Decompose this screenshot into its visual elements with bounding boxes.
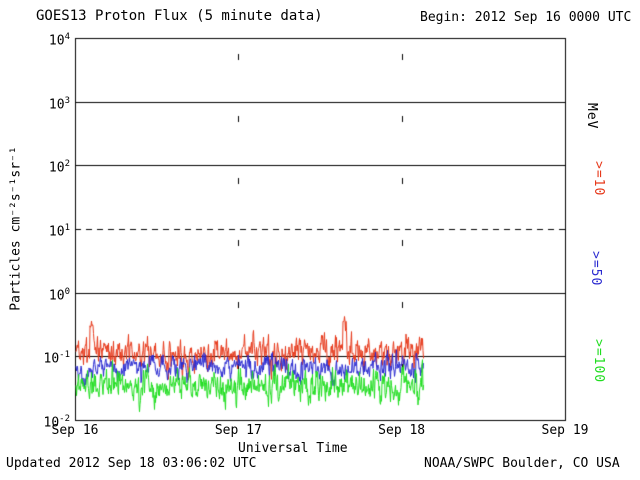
- y-tick-label: 103: [48, 95, 70, 112]
- begin-timestamp: Begin: 2012 Sep 16 0000 UTC: [420, 10, 632, 25]
- y-tick-label: 10-2: [43, 414, 71, 431]
- source-attribution: NOAA/SWPC Boulder, CO USA: [424, 456, 620, 471]
- x-tick-label: Sep 16: [51, 423, 99, 438]
- unit-label-mev: MeV: [584, 103, 599, 130]
- y-tick-label: 104: [48, 32, 70, 49]
- x-tick-label: Sep 17: [214, 423, 262, 438]
- y-tick-label: 102: [48, 159, 70, 176]
- legend-ge100-mev: >=100: [591, 339, 606, 384]
- x-tick-label: Sep 19: [541, 423, 589, 438]
- x-tick-label: Sep 18: [378, 423, 426, 438]
- legend-ge50-mev: >=50: [588, 251, 603, 287]
- updated-timestamp: Updated 2012 Sep 18 03:06:02 UTC: [6, 456, 257, 471]
- legend-ge10-mev: >=10: [591, 161, 606, 197]
- chart-title: GOES13 Proton Flux (5 minute data): [36, 8, 323, 24]
- y-tick-label: 10-1: [43, 350, 71, 367]
- x-axis-title: Universal Time: [238, 441, 348, 456]
- y-tick-label: 100: [48, 286, 70, 303]
- y-tick-label: 101: [48, 223, 70, 240]
